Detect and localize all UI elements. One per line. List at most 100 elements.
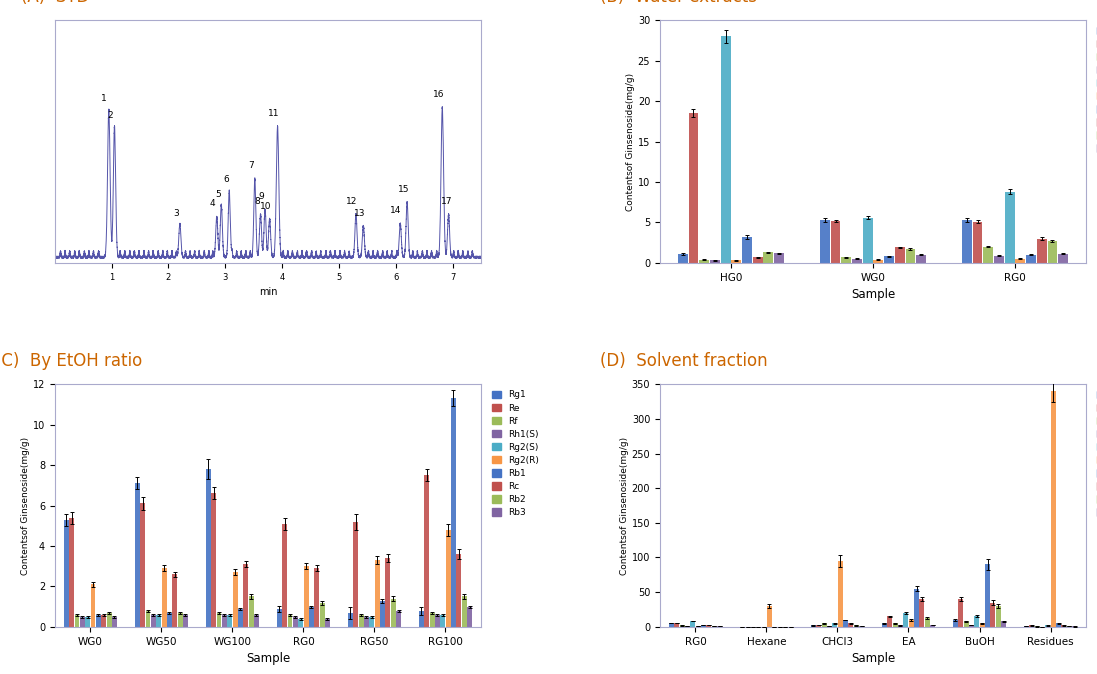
Bar [436,615,440,627]
Bar [451,398,456,627]
Bar [887,617,892,627]
Bar [973,222,983,263]
Bar [816,625,822,627]
X-axis label: Sample: Sample [851,652,895,665]
Bar [106,613,112,627]
Bar [1037,239,1047,263]
Bar [852,259,862,263]
Bar [282,524,287,627]
Bar [146,611,150,627]
Bar [895,247,905,263]
Bar [1005,191,1015,263]
Bar [996,606,1000,627]
Bar [75,615,79,627]
Bar [680,625,685,627]
Bar [391,599,396,627]
Bar [167,613,172,627]
Legend: Rg1, Re, Rf, Rh1(S), Rg2(S), Rg2(R), Rb1, Rc, Rb2, Rb3: Rg1, Re, Rf, Rh1(S), Rg2(S), Rg2(R), Rb1… [1095,25,1097,155]
Bar [819,220,829,263]
Bar [930,625,935,627]
Bar [969,625,974,627]
Bar [1024,626,1029,627]
Bar [364,617,369,627]
Bar [822,623,826,627]
Bar [255,615,259,627]
Bar [859,626,864,627]
Bar [227,615,233,627]
Bar [774,253,784,263]
Text: 11: 11 [268,109,280,118]
Bar [903,613,908,627]
Bar [811,625,816,627]
Bar [898,625,903,627]
Bar [440,615,445,627]
Bar [678,254,688,263]
Bar [112,617,117,627]
Bar [1059,254,1068,263]
Bar [151,615,156,627]
Text: 10: 10 [260,202,271,210]
Bar [385,558,391,627]
Bar [983,247,993,263]
Text: 12: 12 [346,197,358,206]
Bar [959,599,963,627]
Bar [732,260,742,263]
Bar [244,564,248,627]
Bar [675,623,679,627]
Bar [315,568,319,627]
Bar [309,607,314,627]
Bar [893,623,897,627]
Bar [953,620,958,627]
Bar [304,566,308,627]
Text: 5: 5 [216,189,222,199]
Bar [721,36,731,263]
Legend: Rg1, Re, Rf, Rh1(S), Rg2(S), Rg2(R), Rb1, Rc, Rb2, Rb3: Rg1, Re, Rf, Rh1(S), Rg2(S), Rg2(R), Rb1… [1095,389,1097,519]
Text: 13: 13 [353,209,365,218]
Text: 8: 8 [255,197,261,206]
Bar [462,596,466,627]
Text: 15: 15 [398,185,409,194]
Bar [873,259,883,263]
Bar [183,615,188,627]
Bar [233,572,238,627]
Bar [140,503,145,627]
Text: 16: 16 [432,90,444,98]
Bar [1051,391,1055,627]
Bar [884,256,894,263]
Bar [710,260,720,263]
Bar [980,623,985,627]
X-axis label: Sample: Sample [851,288,895,301]
Bar [293,617,298,627]
Bar [908,620,914,627]
Bar [753,257,762,263]
Y-axis label: Contentsof Ginsenoside(mg/g): Contentsof Ginsenoside(mg/g) [21,437,30,574]
Bar [353,522,358,627]
Bar [862,218,872,263]
Bar [833,623,837,627]
Y-axis label: Contentsof Ginsenoside(mg/g): Contentsof Ginsenoside(mg/g) [626,73,635,210]
Text: (D)  Solvent fraction: (D) Solvent fraction [600,352,768,369]
Text: 6: 6 [224,175,229,185]
Bar [1056,623,1061,627]
Legend: Rg1, Re, Rf, Rh1(S), Rg2(S), Rg2(R), Rb1, Rc, Rb2, Rb3: Rg1, Re, Rf, Rh1(S), Rg2(S), Rg2(R), Rb1… [489,389,541,519]
Bar [963,621,969,627]
Bar [841,257,851,263]
Bar [370,617,374,627]
Bar [1048,241,1058,263]
Bar [467,607,472,627]
Bar [925,618,929,627]
Bar [172,574,178,627]
Text: (C)  By EtOH ratio: (C) By EtOH ratio [0,352,143,369]
Text: 14: 14 [391,206,402,215]
Text: 7: 7 [248,161,253,170]
Bar [853,625,859,627]
Bar [396,611,402,627]
Bar [827,626,832,627]
Bar [764,252,773,263]
Bar [325,619,330,627]
Bar [445,530,451,627]
Bar [974,617,980,627]
Bar [69,518,75,627]
Bar [1062,625,1066,627]
Bar [838,561,842,627]
